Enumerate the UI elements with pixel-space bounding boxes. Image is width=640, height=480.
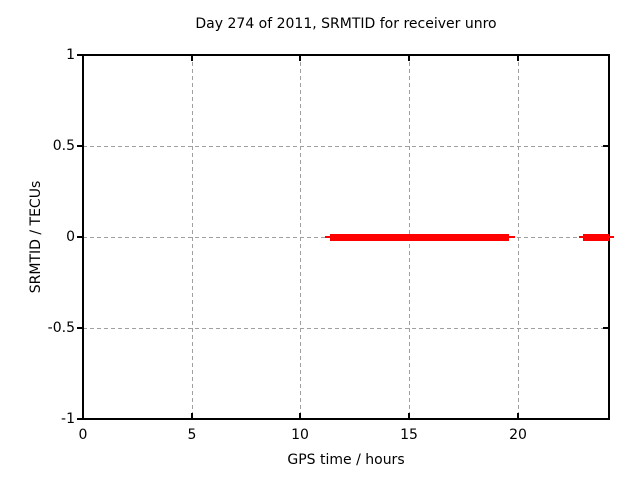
y-gridline <box>83 146 609 147</box>
x-tick-bottom <box>408 413 410 419</box>
x-tick-bottom <box>191 413 193 419</box>
y-tick-left <box>77 145 84 147</box>
y-tick-label: 0 <box>66 229 75 245</box>
x-tick-top <box>191 55 193 61</box>
chart-title: Day 274 of 2011, SRMTID for receiver unr… <box>195 16 497 32</box>
x-tick-top <box>299 55 301 61</box>
x-tick-top <box>408 55 410 61</box>
y-tick-right <box>603 54 609 56</box>
y-tick-left <box>77 54 84 56</box>
x-tick-label: 10 <box>291 427 309 443</box>
x-tick-label: 0 <box>78 427 88 443</box>
y-tick-label: 0.5 <box>52 138 75 154</box>
x-tick-bottom <box>82 413 84 419</box>
x-axis-label: GPS time / hours <box>287 452 405 468</box>
y-tick-right <box>603 418 609 420</box>
y-tick-label: -0.5 <box>47 320 75 336</box>
y-tick-left <box>77 236 84 238</box>
plot-area <box>82 54 614 420</box>
data-segment-thick <box>583 234 609 241</box>
y-tick-left <box>77 418 84 420</box>
y-tick-label: -1 <box>61 411 75 427</box>
y-gridline <box>83 328 609 329</box>
data-segment-thick <box>330 234 509 241</box>
x-tick-top <box>82 55 84 61</box>
x-tick-top <box>517 55 519 61</box>
y-tick-label: 1 <box>66 47 75 63</box>
x-tick-label: 15 <box>400 427 418 443</box>
x-tick-bottom <box>299 413 301 419</box>
x-tick-bottom <box>517 413 519 419</box>
x-tick-label: 5 <box>187 427 197 443</box>
y-tick-right <box>603 327 609 329</box>
y-tick-left <box>77 327 84 329</box>
y-tick-right <box>603 145 609 147</box>
x-tick-label: 20 <box>509 427 527 443</box>
